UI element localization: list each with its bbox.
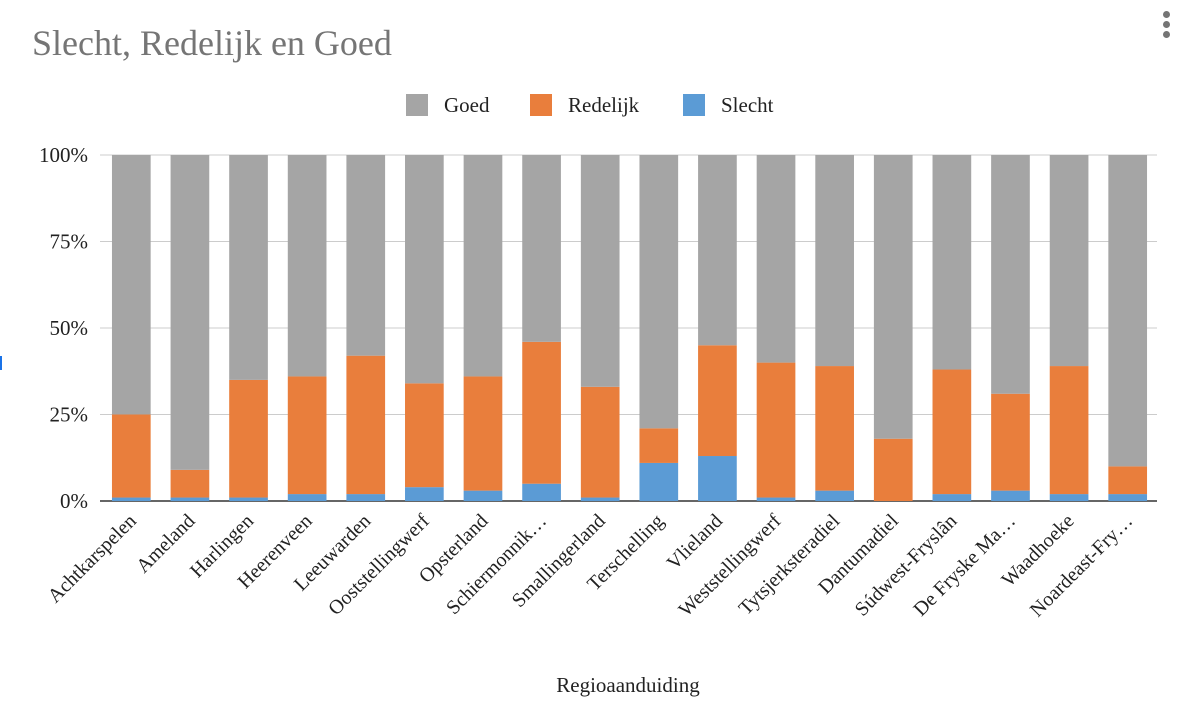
bar-slecht	[991, 490, 1030, 501]
y-tick-label: 25%	[50, 403, 89, 427]
x-tick-label: Ooststellingwerf	[324, 510, 434, 620]
bar-goed	[815, 155, 854, 367]
chart-title: Slecht, Redelijk en Goed	[32, 23, 392, 63]
bar-goed	[932, 155, 972, 370]
bar-slecht	[580, 497, 620, 501]
bar-slecht	[639, 462, 679, 501]
bar-goed	[698, 155, 737, 346]
bar-slecht	[756, 497, 796, 501]
bar-slecht	[287, 494, 327, 501]
legend-label-redelijk: Redelijk	[568, 93, 640, 117]
bar-slecht	[698, 456, 737, 501]
x-tick-label: Achtkarspelen	[44, 510, 141, 607]
y-tick-label: 100%	[39, 143, 88, 167]
bar-goed	[346, 155, 386, 356]
bar-redelijk	[873, 438, 913, 501]
bars	[111, 155, 1148, 501]
bar-redelijk	[463, 376, 503, 491]
bar-goed	[1049, 155, 1089, 367]
bar-goed	[463, 155, 503, 377]
x-axis-labels: AchtkarspelenAmelandHarlingenHeerenveenL…	[44, 510, 1138, 622]
legend-label-slecht: Slecht	[721, 93, 774, 117]
bar-redelijk	[1049, 366, 1089, 495]
bar-goed	[580, 155, 620, 387]
bar-redelijk	[815, 366, 854, 491]
bar-slecht	[522, 483, 561, 501]
resize-handle[interactable]	[0, 356, 2, 370]
bar-slecht	[170, 497, 210, 501]
x-tick-label: Weststellingwerf	[675, 510, 786, 621]
bar-slecht	[932, 494, 972, 501]
x-tick-label: De Fryske Ma…	[909, 510, 1020, 621]
bar-goed	[1108, 155, 1148, 467]
more-options-icon[interactable]	[1156, 8, 1176, 44]
bar-slecht	[1108, 494, 1148, 501]
bar-redelijk	[170, 469, 210, 498]
bar-redelijk	[991, 393, 1030, 491]
bar-goed	[873, 155, 913, 439]
x-tick-label: Noardeast-Fry…	[1026, 510, 1137, 621]
bar-redelijk	[287, 376, 327, 495]
bar-redelijk	[522, 341, 561, 484]
legend-swatch-goed	[406, 94, 428, 116]
bar-slecht	[229, 497, 268, 501]
bar-goed	[170, 155, 210, 470]
y-tick-label: 0%	[60, 489, 88, 513]
bar-goed	[287, 155, 327, 377]
x-tick-label: Súdwest-Fryslân	[851, 510, 962, 621]
bar-goed	[991, 155, 1030, 394]
gridlines	[100, 154, 1157, 502]
y-tick-label: 75%	[50, 230, 89, 254]
bar-slecht	[405, 487, 444, 501]
bar-slecht	[815, 490, 854, 501]
legend-label-goed: Goed	[444, 93, 490, 117]
x-tick-label: Schiermonnik…	[442, 510, 551, 619]
bar-redelijk	[698, 345, 737, 457]
bar-goed	[756, 155, 796, 363]
bar-goed	[405, 155, 444, 384]
bar-goed	[639, 155, 679, 429]
legend-swatch-slecht	[683, 94, 705, 116]
bar-redelijk	[756, 362, 796, 498]
bar-goed	[111, 155, 151, 415]
bar-redelijk	[1108, 466, 1148, 495]
x-tick-label: Tytsjerksteradiel	[735, 510, 845, 620]
x-axis-title: Regioaanduiding	[556, 673, 700, 697]
legend: Goed Redelijk Slecht	[406, 93, 774, 117]
bar-slecht	[1049, 494, 1089, 501]
y-axis-ticks: 0% 25% 50% 75% 100%	[39, 143, 88, 513]
y-tick-label: 50%	[50, 316, 89, 340]
bar-redelijk	[111, 414, 151, 498]
bar-redelijk	[932, 369, 972, 495]
bar-goed	[522, 155, 561, 342]
bar-slecht	[111, 497, 151, 501]
bar-goed	[229, 155, 268, 380]
bar-redelijk	[405, 383, 444, 488]
bar-redelijk	[346, 355, 386, 495]
bar-redelijk	[639, 428, 679, 463]
bar-slecht	[463, 490, 503, 501]
bar-redelijk	[580, 386, 620, 498]
bar-redelijk	[229, 379, 268, 498]
legend-swatch-redelijk	[530, 94, 552, 116]
bar-slecht	[346, 494, 386, 501]
